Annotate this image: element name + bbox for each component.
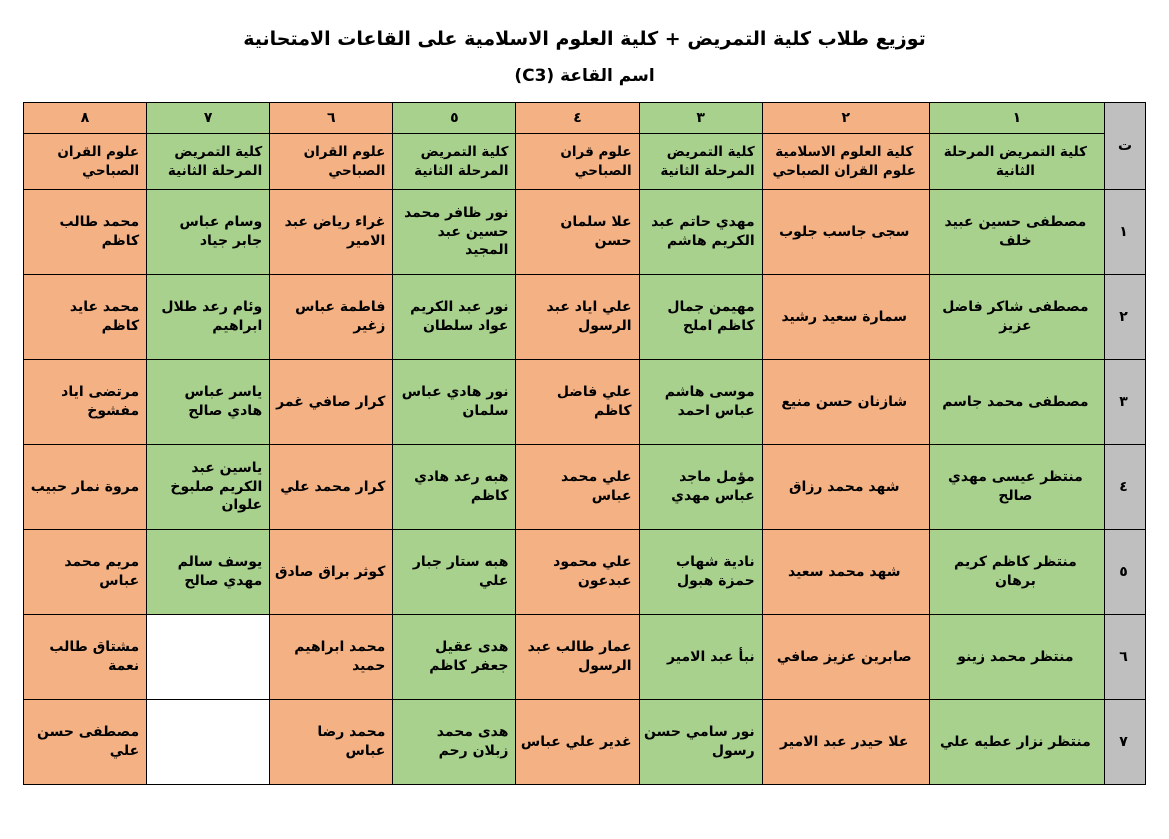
- student-cell: علي اياد عبد الرسول: [515, 274, 640, 360]
- college-header-cell: كلية التمريض المرحلة الثانية: [392, 133, 517, 190]
- student-cell: مشتاق طالب نعمة: [22, 614, 148, 700]
- student-cell: مرتضى اياد مفشوخ: [22, 359, 148, 445]
- student-cell: علي محمود عبدعون: [515, 529, 640, 615]
- table-row: ٧ منتظر نزار عطيه علي علا حيدر عبد الامير ن…: [22, 699, 1147, 785]
- empty-cell: [146, 614, 271, 700]
- student-cell: موسى هاشم عباس احمد: [638, 359, 763, 445]
- college-header-cell: علوم قران الصباحي: [515, 133, 640, 190]
- column-number-cell: ٨: [22, 102, 148, 134]
- college-header-cell: علوم القران الصباحي: [22, 133, 148, 190]
- student-cell: محمد طالب كاظم: [22, 189, 148, 275]
- table-row: ٦ منتظر محمد زينو صابرين عزيز صافي نبأ عبد …: [22, 614, 1147, 700]
- student-cell: كوثر براق صادق: [269, 529, 394, 615]
- student-cell: سمارة سعيد رشيد: [761, 274, 930, 360]
- student-cell: منتظر كاظم كريم برهان: [928, 529, 1105, 615]
- student-cell: ياسر عباس هادي صالح: [146, 359, 271, 445]
- student-cell: مريم محمد عباس: [22, 529, 148, 615]
- column-number-cell: ٣: [638, 102, 763, 134]
- college-header-cell: كلية العلوم الاسلامية علوم القران الصباح…: [761, 133, 930, 190]
- student-cell: مصطفى حسن علي: [22, 699, 148, 785]
- student-cell: محمد عايد كاظم: [22, 274, 148, 360]
- student-cell: هبه رعد هادي كاظم: [392, 444, 517, 530]
- student-cell: غراء رياض عبد الامير: [269, 189, 394, 275]
- student-cell: وسام عباس جابر جياد: [146, 189, 271, 275]
- student-cell: مصطفى حسين عبيد خلف: [928, 189, 1105, 275]
- student-cell: مؤمل ماجد عباس مهدي: [638, 444, 763, 530]
- row-number-cell: ٢: [1103, 274, 1147, 360]
- row-number-cell: ٣: [1103, 359, 1147, 445]
- student-cell: نور هادي عباس سلمان: [392, 359, 517, 445]
- student-cell: نور سامي حسن رسول: [638, 699, 763, 785]
- column-number-cell: ٥: [392, 102, 517, 134]
- student-cell: منتظر نزار عطيه علي: [928, 699, 1105, 785]
- student-cell: هبه ستار جبار علي: [392, 529, 517, 615]
- college-header-cell: كلية التمريض المرحلة الثانية: [638, 133, 763, 190]
- student-cell: شهد محمد سعيد: [761, 529, 930, 615]
- student-cell: غدير علي عباس: [515, 699, 640, 785]
- student-cell: محمد ابراهيم حميد: [269, 614, 394, 700]
- student-cell: عمار طالب عبد الرسول: [515, 614, 640, 700]
- student-cell: هدى عقيل جعفر كاظم: [392, 614, 517, 700]
- student-cell: هدى محمد زبلان رحم: [392, 699, 517, 785]
- student-cell: مصطفى شاكر فاضل عزيز: [928, 274, 1105, 360]
- column-number-cell: ٤: [515, 102, 640, 134]
- exam-seating-table: ت ١ ٢ ٣ ٤ ٥ ٦ ٧ ٨ كلية التمريض المرحلة الثانية كلي…: [22, 102, 1147, 785]
- room-name: اسم القاعة (C3): [514, 66, 655, 86]
- student-cell: نبأ عبد الامير: [638, 614, 763, 700]
- student-cell: علي محمد عباس: [515, 444, 640, 530]
- student-cell: سجى جاسب جلوب: [761, 189, 930, 275]
- student-cell: مهدي حاتم عبد الكريم هاشم: [638, 189, 763, 275]
- column-number-cell: ٧: [146, 102, 271, 134]
- column-number-cell: ٦: [269, 102, 394, 134]
- table-head: ت ١ ٢ ٣ ٤ ٥ ٦ ٧ ٨ كلية التمريض المرحلة الثانية كلي…: [22, 102, 1147, 190]
- table-body: ١ مصطفى حسين عبيد خلف سجى جاسب جلوب مهدي حا…: [22, 189, 1147, 785]
- row-number-cell: ١: [1103, 189, 1147, 275]
- document-title: توزيع طلاب كلية التمريض + كلية العلوم ال…: [243, 28, 926, 50]
- row-number-cell: ٧: [1103, 699, 1147, 785]
- column-number-cell: ١: [928, 102, 1105, 134]
- college-header-cell: كلية التمريض المرحلة الثانية: [146, 133, 271, 190]
- student-cell: مصطفى محمد جاسم: [928, 359, 1105, 445]
- student-cell: شهد محمد رزاق: [761, 444, 930, 530]
- student-cell: علي فاضل كاظم: [515, 359, 640, 445]
- table-row: ١ مصطفى حسين عبيد خلف سجى جاسب جلوب مهدي حا…: [22, 189, 1147, 275]
- row-number-cell: ٤: [1103, 444, 1147, 530]
- student-cell: مروة نمار حبيب: [22, 444, 148, 530]
- student-cell: علا حيدر عبد الامير: [761, 699, 930, 785]
- student-cell: ياسين عبد الكريم صلبوخ علوان: [146, 444, 271, 530]
- student-cell: فاطمة عباس زغير: [269, 274, 394, 360]
- student-cell: شازنان حسن منيع: [761, 359, 930, 445]
- student-cell: صابرين عزيز صافي: [761, 614, 930, 700]
- student-cell: نور عبد الكريم عواد سلطان: [392, 274, 517, 360]
- student-cell: علا سلمان حسن: [515, 189, 640, 275]
- student-cell: كرار صافي غمر: [269, 359, 394, 445]
- college-header-cell: كلية التمريض المرحلة الثانية: [928, 133, 1105, 190]
- college-header-row: كلية التمريض المرحلة الثانية كلية العلوم …: [22, 133, 1146, 190]
- student-cell: كرار محمد علي: [269, 444, 394, 530]
- column-number-cell: ٢: [761, 102, 930, 134]
- student-cell: محمد رضا عباس: [269, 699, 394, 785]
- student-cell: منتظر عيسى مهدي صالح: [928, 444, 1105, 530]
- row-number-cell: ٦: [1103, 614, 1147, 700]
- table-row: ٣ مصطفى محمد جاسم شازنان حسن منيع موسى هاشم…: [22, 359, 1147, 445]
- student-cell: مهيمن جمال كاظم املح: [638, 274, 763, 360]
- seq-header-cell: ت: [1103, 102, 1147, 190]
- table-row: ٤ منتظر عيسى مهدي صالح شهد محمد رزاق مؤمل م…: [22, 444, 1147, 530]
- student-cell: نور ظافر محمد حسين عبد المجيد: [392, 189, 517, 275]
- row-number-cell: ٥: [1103, 529, 1147, 615]
- empty-cell: [146, 699, 271, 785]
- student-cell: وئام رعد طلال ابراهيم: [146, 274, 271, 360]
- student-cell: نادية شهاب حمزة هبول: [638, 529, 763, 615]
- student-cell: منتظر محمد زينو: [928, 614, 1105, 700]
- student-cell: يوسف سالم مهدي صالح: [146, 529, 271, 615]
- college-header-cell: علوم القران الصباحي: [269, 133, 394, 190]
- table-row: ٢ مصطفى شاكر فاضل عزيز سمارة سعيد رشيد مهيم…: [22, 274, 1147, 360]
- table-row: ٥ منتظر كاظم كريم برهان شهد محمد سعيد نادية…: [22, 529, 1147, 615]
